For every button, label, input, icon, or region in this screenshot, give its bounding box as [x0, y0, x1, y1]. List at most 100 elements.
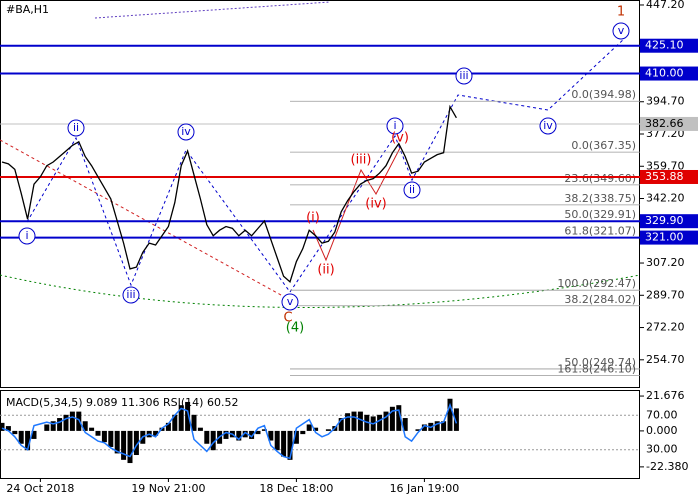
- macd-bar: [357, 411, 363, 431]
- y-tick-label: 254.70: [646, 353, 685, 366]
- macd-bar: [57, 418, 63, 431]
- wave-circle: [122, 286, 140, 304]
- macd-bar: [421, 424, 427, 431]
- macd-bar: [402, 418, 408, 431]
- fibo-label: 23.6(349.60): [564, 172, 636, 185]
- macd-bar: [268, 430, 274, 441]
- macd-bar: [383, 411, 389, 431]
- wave-label: ii: [409, 183, 415, 196]
- macd-bar: [293, 430, 299, 444]
- x-tick-label: 18 Dec 18:00: [259, 482, 333, 495]
- level-label: 410.00: [645, 67, 684, 80]
- wave-circle: [177, 123, 195, 141]
- macd-bar: [197, 427, 203, 431]
- macd-bar: [114, 430, 120, 454]
- level-box: [640, 230, 698, 245]
- y-tick-label: 272.20: [646, 321, 685, 334]
- macd-tick-label: 21.676: [646, 389, 685, 402]
- fibo-label: 0.0(367.35): [571, 139, 636, 152]
- macd-bar: [255, 430, 261, 435]
- wave-label: (iii): [351, 153, 372, 168]
- wave-circle: [281, 293, 299, 311]
- macd-bar: [172, 414, 178, 431]
- price-line: [1, 104, 457, 283]
- indicator-panel: [0, 390, 640, 479]
- wave-label: i: [393, 119, 396, 132]
- macd-bar: [441, 421, 447, 431]
- wave-line: [26, 136, 291, 293]
- level-label: 382.66: [645, 117, 684, 130]
- macd-bar: [300, 430, 306, 435]
- macd-bar: [325, 429, 331, 431]
- macd-bar: [25, 430, 31, 451]
- level-box: [640, 169, 698, 184]
- macd-bar: [249, 430, 255, 439]
- fibo-label: 50.0(249.74): [564, 356, 636, 369]
- macd-bar: [377, 414, 383, 431]
- wave-circle: [455, 67, 473, 85]
- macd-bar: [204, 430, 210, 444]
- fibo-label: 38.2(284.02): [564, 293, 636, 306]
- rsi-tick-label: 30.00: [646, 443, 678, 456]
- fibo-label: 38.2(338.75): [564, 192, 636, 205]
- macd-bar: [127, 430, 133, 464]
- wave-label: (iv): [365, 197, 386, 212]
- y-tick-label: 447.20: [646, 0, 685, 11]
- macd-tick-label: -22.380: [646, 460, 688, 473]
- wave-circle: [386, 117, 404, 135]
- chart-title: #BA,H1: [6, 3, 49, 16]
- macd-bar: [287, 430, 293, 460]
- macd-tick-label: 0.000: [646, 424, 678, 437]
- level-box: [640, 66, 698, 81]
- macd-bar: [101, 430, 107, 443]
- wave-label: 1: [617, 5, 625, 20]
- macd-bar: [338, 418, 344, 431]
- macd-bar: [133, 430, 139, 456]
- macd-bar: [50, 421, 56, 431]
- level-label: 329.90: [645, 214, 684, 227]
- wave-line: [0, 274, 641, 308]
- wave-circle: [612, 22, 630, 40]
- macd-bar: [69, 411, 75, 431]
- wave-label: iv: [181, 125, 191, 138]
- level-label: 353.88: [645, 170, 684, 183]
- macd-bar: [453, 408, 459, 431]
- wave-label: (ii): [317, 263, 334, 278]
- x-tick-label: 19 Nov 21:00: [131, 482, 205, 495]
- wave-label: ii: [73, 121, 79, 134]
- macd-bar: [44, 424, 50, 431]
- macd-bar: [281, 430, 287, 457]
- wave-label: C: [283, 311, 292, 326]
- y-tick-label: 342.20: [646, 192, 685, 205]
- macd-bar: [5, 426, 11, 431]
- wave-label: v: [618, 24, 625, 37]
- macd-bar: [89, 427, 95, 431]
- macd-bar: [447, 398, 453, 431]
- macd-bar: [236, 430, 242, 441]
- wave-label: iv: [543, 119, 553, 132]
- level-box: [640, 38, 698, 53]
- y-tick-label: 394.70: [646, 95, 685, 108]
- macd-bar: [389, 406, 395, 431]
- wave-label: (4): [286, 321, 304, 336]
- macd-bar: [18, 430, 24, 444]
- wave-circle: [67, 119, 85, 137]
- macd-bar: [313, 427, 319, 431]
- macd-bar: [0, 422, 5, 431]
- macd-bar: [274, 430, 280, 451]
- main-panel: [0, 0, 640, 388]
- y-tick-label: 289.70: [646, 288, 685, 301]
- wave-line: [0, 139, 291, 301]
- wave-label: (i): [306, 211, 320, 226]
- wave-label: iii: [459, 69, 468, 82]
- wave-label: v: [287, 295, 294, 308]
- level-label: 425.10: [645, 39, 684, 52]
- macd-bar: [210, 430, 216, 451]
- rsi-tick-label: 70.00: [646, 408, 678, 421]
- wave-label: i: [25, 229, 28, 242]
- rsi-line: [1, 402, 458, 460]
- wave-line: [312, 147, 401, 262]
- x-tick-label: 16 Jan 19:00: [390, 482, 460, 495]
- level-box: [640, 214, 698, 229]
